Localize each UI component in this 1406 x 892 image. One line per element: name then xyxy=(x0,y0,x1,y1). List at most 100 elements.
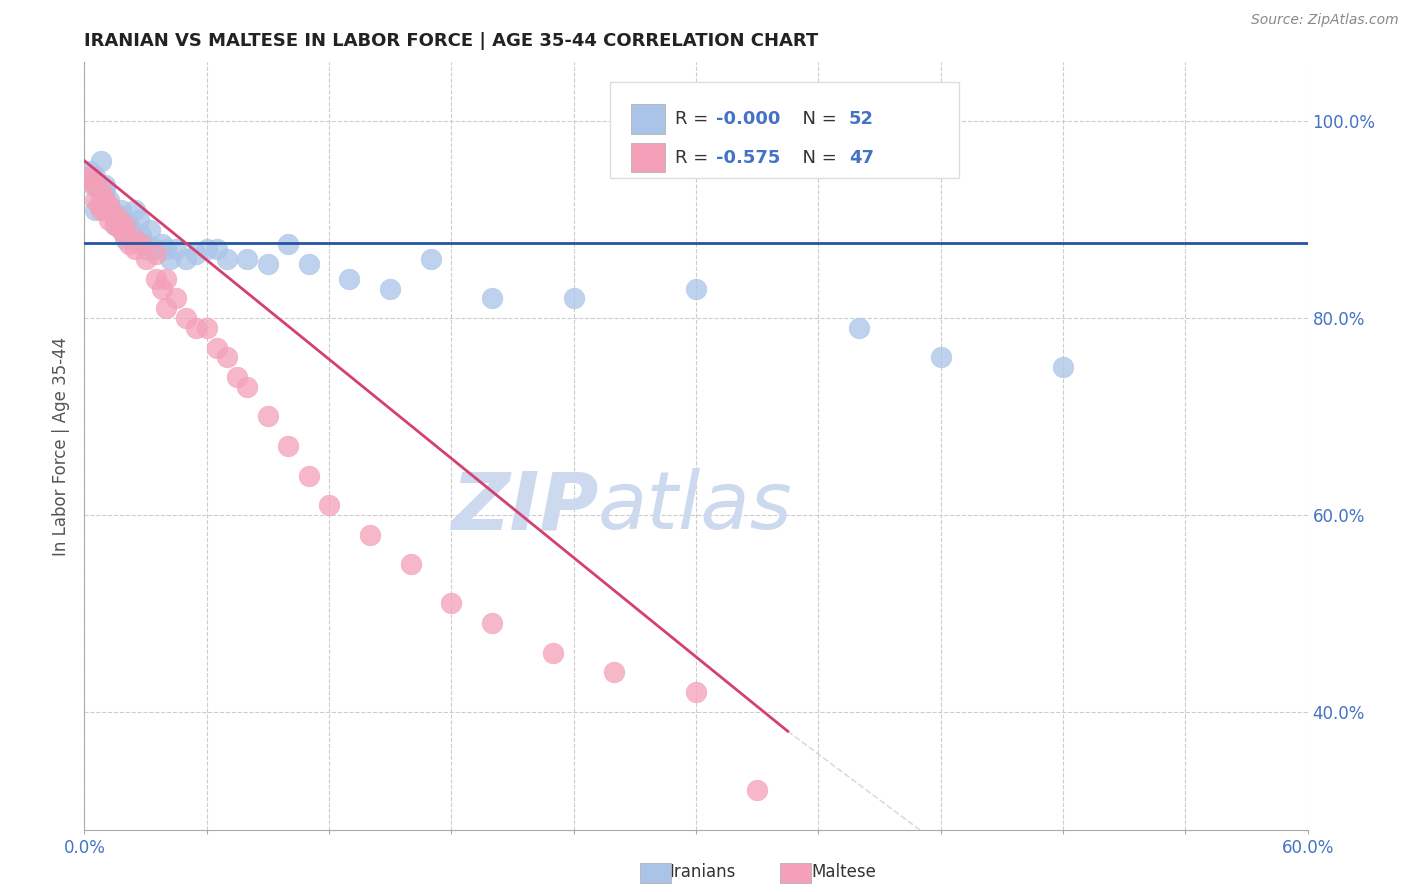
Point xyxy=(104,208,127,222)
Point xyxy=(359,527,381,541)
Point xyxy=(298,468,321,483)
Point xyxy=(848,321,870,335)
Point xyxy=(93,202,115,217)
Point xyxy=(481,292,503,306)
Point xyxy=(114,232,136,246)
Point xyxy=(104,212,127,227)
Point xyxy=(298,257,321,271)
Point xyxy=(83,193,105,207)
Point xyxy=(155,242,177,256)
Point xyxy=(165,292,187,306)
Point xyxy=(118,237,141,252)
Point xyxy=(195,321,218,335)
Text: N =: N = xyxy=(792,110,842,128)
Point xyxy=(108,212,131,227)
Point xyxy=(195,242,218,256)
Point xyxy=(118,218,141,232)
Point xyxy=(87,183,110,197)
Text: ZIP: ZIP xyxy=(451,468,598,547)
Text: atlas: atlas xyxy=(598,468,793,547)
Text: N =: N = xyxy=(792,149,842,167)
Y-axis label: In Labor Force | Age 35-44: In Labor Force | Age 35-44 xyxy=(52,336,70,556)
Text: IRANIAN VS MALTESE IN LABOR FORCE | AGE 35-44 CORRELATION CHART: IRANIAN VS MALTESE IN LABOR FORCE | AGE … xyxy=(84,32,818,50)
Point xyxy=(104,218,127,232)
Point xyxy=(339,272,361,286)
Point xyxy=(155,301,177,316)
Point xyxy=(100,202,122,217)
Point xyxy=(77,173,100,187)
Point xyxy=(135,242,157,256)
Point xyxy=(603,665,626,680)
Point xyxy=(277,237,299,252)
Point xyxy=(145,242,167,256)
Point xyxy=(110,222,132,236)
Point xyxy=(174,311,197,326)
Text: Source: ZipAtlas.com: Source: ZipAtlas.com xyxy=(1251,13,1399,28)
Point xyxy=(90,153,112,168)
Point xyxy=(93,183,115,197)
FancyBboxPatch shape xyxy=(631,104,665,134)
FancyBboxPatch shape xyxy=(610,81,959,178)
Point xyxy=(562,292,585,306)
Point xyxy=(186,321,208,335)
Point xyxy=(90,202,112,217)
Point xyxy=(108,208,131,222)
Point xyxy=(217,351,239,365)
Point xyxy=(236,252,259,267)
Point xyxy=(93,178,115,193)
Point xyxy=(929,351,952,365)
Text: -0.575: -0.575 xyxy=(716,149,780,167)
Point xyxy=(399,557,422,571)
Point xyxy=(104,218,127,232)
Point xyxy=(124,242,146,256)
Point xyxy=(155,272,177,286)
Point xyxy=(685,685,707,699)
Point xyxy=(318,498,340,512)
Point xyxy=(83,178,105,193)
Point xyxy=(135,237,157,252)
Point xyxy=(128,212,150,227)
Point xyxy=(277,439,299,453)
Text: 47: 47 xyxy=(849,149,875,167)
Point xyxy=(543,646,565,660)
Point xyxy=(159,252,181,267)
Point xyxy=(120,222,142,236)
Point xyxy=(87,198,110,212)
Point xyxy=(114,218,136,232)
Text: Maltese: Maltese xyxy=(811,863,876,881)
Point xyxy=(145,247,167,261)
FancyBboxPatch shape xyxy=(631,144,665,172)
Point xyxy=(165,242,187,256)
Point xyxy=(685,282,707,296)
Point xyxy=(124,232,146,246)
Point xyxy=(205,242,228,256)
Point xyxy=(79,169,101,183)
Point xyxy=(174,252,197,267)
Point xyxy=(145,272,167,286)
Point xyxy=(226,370,249,384)
Point xyxy=(138,222,160,236)
Point xyxy=(131,227,153,242)
Point xyxy=(93,193,115,207)
Point xyxy=(135,252,157,267)
Point xyxy=(747,783,769,797)
Point xyxy=(114,218,136,232)
Point xyxy=(90,183,112,197)
Point xyxy=(481,615,503,630)
Text: R =: R = xyxy=(675,149,714,167)
Point xyxy=(79,163,101,178)
Point xyxy=(82,178,104,193)
Point xyxy=(91,188,114,202)
Point xyxy=(150,282,173,296)
Point xyxy=(257,409,280,424)
Point xyxy=(186,247,208,261)
Point xyxy=(420,252,443,267)
Text: Iranians: Iranians xyxy=(669,863,737,881)
Point xyxy=(124,232,146,246)
Point xyxy=(110,202,132,217)
Point xyxy=(131,237,153,252)
Point xyxy=(83,169,105,183)
Point xyxy=(1052,360,1074,375)
Point xyxy=(257,257,280,271)
Point xyxy=(83,202,105,217)
